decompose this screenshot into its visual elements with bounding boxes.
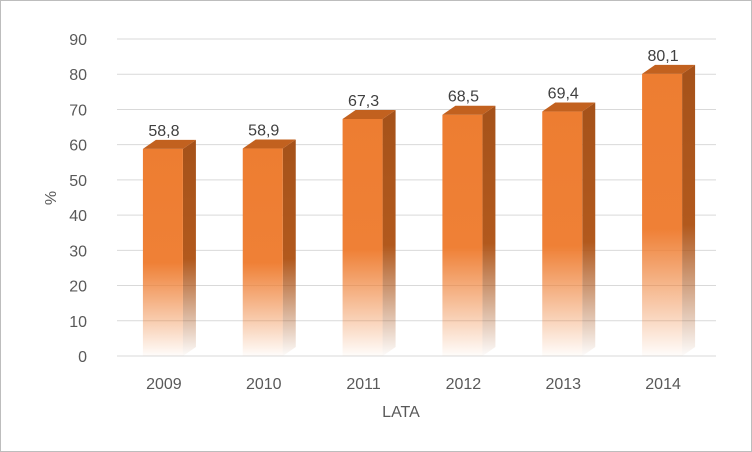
data-label: 58,8 bbox=[148, 123, 179, 140]
data-label: 69,4 bbox=[548, 86, 579, 103]
bar-top bbox=[342, 109, 396, 119]
bar-side bbox=[182, 139, 196, 356]
bar: 67,3 bbox=[342, 93, 396, 357]
bar-side bbox=[582, 102, 596, 357]
bar-side bbox=[382, 109, 396, 357]
bar-front bbox=[242, 148, 283, 356]
gridlines bbox=[117, 38, 716, 357]
x-tick-label: 2013 bbox=[545, 376, 581, 393]
y-tick-label: 60 bbox=[69, 138, 87, 155]
bar-top bbox=[542, 102, 596, 112]
x-tick-label: 2014 bbox=[645, 376, 681, 393]
y-tick-label: 70 bbox=[69, 102, 87, 119]
y-tick-label: 10 bbox=[69, 314, 87, 331]
data-label: 67,3 bbox=[348, 93, 379, 110]
bar-side bbox=[482, 105, 496, 356]
bar-front bbox=[442, 114, 483, 356]
y-tick-label: 30 bbox=[69, 243, 87, 260]
bar: 58,9 bbox=[242, 123, 296, 356]
y-tick-label: 40 bbox=[69, 208, 87, 225]
y-tick-label: 80 bbox=[69, 67, 87, 84]
y-axis-title: % bbox=[43, 191, 60, 205]
bar-front bbox=[642, 73, 683, 357]
bar-front bbox=[342, 118, 383, 357]
bar: 80,1 bbox=[642, 48, 696, 357]
y-tick-label: 50 bbox=[69, 173, 87, 190]
y-tick-label: 0 bbox=[78, 349, 87, 366]
bars: 58,8 58,9 67,3 68,5 69,4 80,1 bbox=[142, 48, 696, 357]
bar-front bbox=[142, 148, 183, 356]
bar: 58,8 bbox=[142, 123, 196, 356]
bar-side bbox=[682, 64, 696, 356]
bar-top bbox=[242, 139, 296, 149]
x-tick-label: 2012 bbox=[446, 376, 482, 393]
y-axis-ticks: 0 10 20 30 40 50 60 70 80 90 bbox=[69, 32, 87, 366]
y-tick-label: 20 bbox=[69, 279, 87, 296]
bar-front bbox=[542, 111, 583, 357]
bar-side bbox=[282, 139, 296, 356]
bar: 68,5 bbox=[442, 89, 496, 356]
data-label: 68,5 bbox=[448, 89, 479, 106]
x-axis-ticks: 2009 2010 2011 2012 2013 2014 bbox=[146, 376, 681, 393]
bar: 69,4 bbox=[542, 86, 596, 357]
x-axis-title: LATA bbox=[382, 404, 420, 421]
bar-top bbox=[642, 64, 696, 74]
bar-top bbox=[142, 139, 196, 149]
bar-top bbox=[442, 105, 496, 115]
x-tick-label: 2011 bbox=[346, 376, 381, 393]
x-tick-label: 2010 bbox=[246, 376, 282, 393]
y-tick-label: 90 bbox=[69, 32, 87, 49]
x-tick-label: 2009 bbox=[146, 376, 182, 393]
data-label: 80,1 bbox=[648, 48, 679, 65]
data-label: 58,9 bbox=[248, 123, 279, 140]
